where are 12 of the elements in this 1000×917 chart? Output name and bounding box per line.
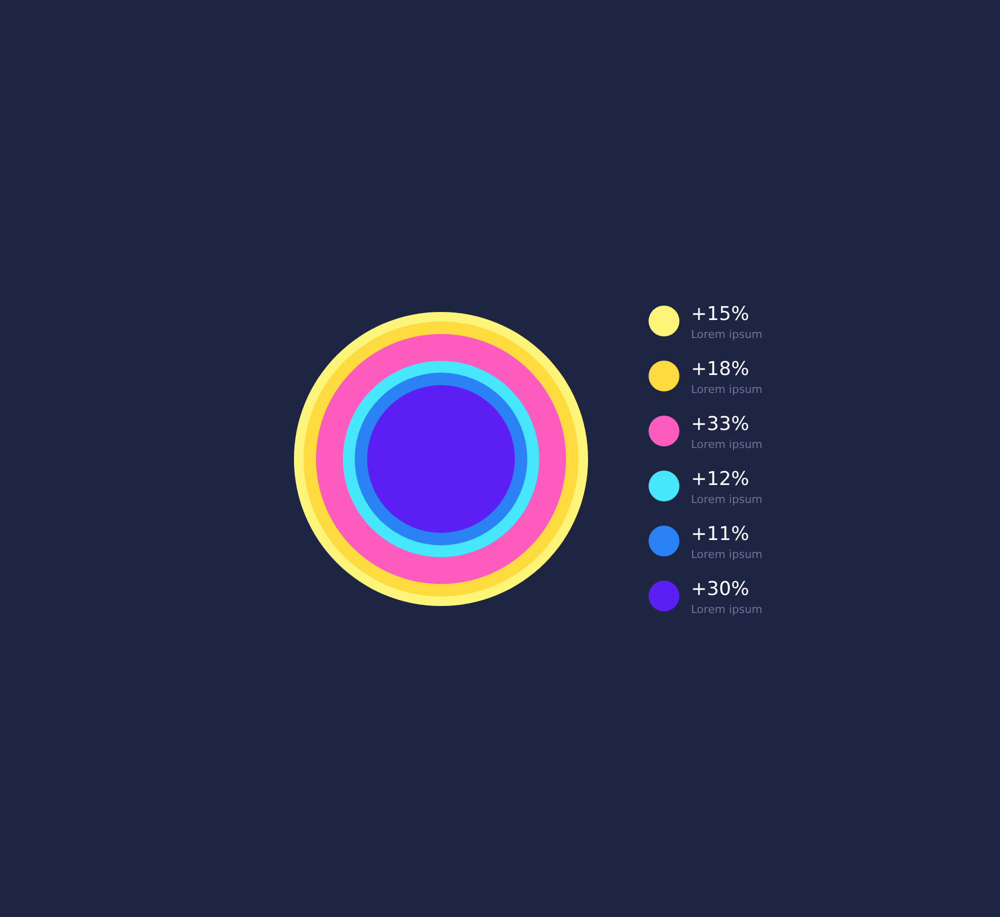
category-label: Lorem ipsum <box>691 603 762 616</box>
category-label: Lorem ipsum <box>691 493 762 506</box>
data-label: +11% <box>691 523 750 545</box>
category-label: Lorem ipsum <box>691 383 762 396</box>
data-label: +15% <box>691 303 750 325</box>
data-label: +30% <box>691 578 750 600</box>
data-label: +18% <box>691 358 750 380</box>
category-label: Lorem ipsum <box>691 438 762 451</box>
data-label: +33% <box>691 413 750 435</box>
category-label: Lorem ipsum <box>691 548 762 561</box>
category-label: Lorem ipsum <box>691 328 762 341</box>
data-label: +12% <box>691 468 750 490</box>
